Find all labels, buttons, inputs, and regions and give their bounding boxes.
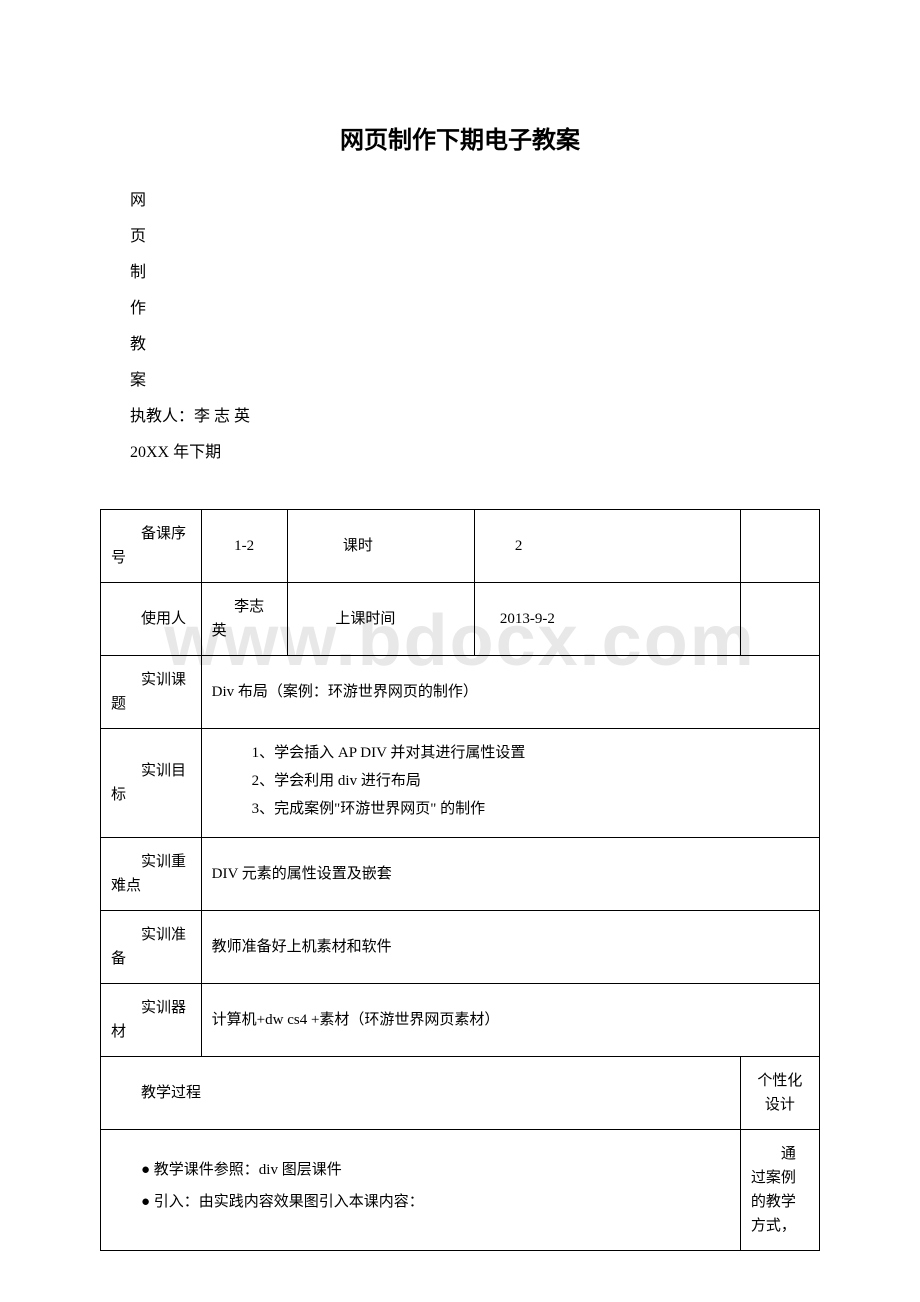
bullet-2: ● 引入：由实践内容效果图引入本课内容： bbox=[111, 1190, 730, 1214]
lesson-number-label: 备课序号 bbox=[101, 510, 202, 583]
teacher-line: 执教人：李 志 英 bbox=[130, 401, 820, 433]
goals-label: 实训目标 bbox=[101, 729, 202, 838]
empty-cell bbox=[740, 583, 819, 656]
table-row: ● 教学课件参照：div 图层课件 ● 引入：由实践内容效果图引入本课内容： 通… bbox=[101, 1130, 820, 1251]
preparation-value: 教师准备好上机素材和软件 bbox=[201, 911, 819, 984]
user-label: 使用人 bbox=[101, 583, 202, 656]
intro-block: 网 页 制 作 教 案 执教人：李 志 英 20XX 年下期 bbox=[130, 185, 820, 469]
intro-line-3: 作 bbox=[130, 293, 820, 325]
goal-3: 3、完成案例"环游世界网页" 的制作 bbox=[252, 797, 809, 821]
topic-value: Div 布局（案例：环游世界网页的制作） bbox=[201, 656, 819, 729]
notes-label: 个性化设计 bbox=[740, 1057, 819, 1130]
intro-line-1: 页 bbox=[130, 221, 820, 253]
class-hour-value: 2 bbox=[474, 510, 740, 583]
table-row: 使用人 李志英 上课时间 2013-9-2 bbox=[101, 583, 820, 656]
table-row: 实训重难点 DIV 元素的属性设置及嵌套 bbox=[101, 838, 820, 911]
class-hour-label: 课时 bbox=[287, 510, 474, 583]
topic-label: 实训课题 bbox=[101, 656, 202, 729]
table-row: 实训准备 教师准备好上机素材和软件 bbox=[101, 911, 820, 984]
process-label: 教学过程 bbox=[101, 1057, 741, 1130]
lesson-number-value: 1-2 bbox=[201, 510, 287, 583]
table-row: 实训课题 Div 布局（案例：环游世界网页的制作） bbox=[101, 656, 820, 729]
semester-line: 20XX 年下期 bbox=[130, 437, 820, 469]
bullet-1: ● 教学课件参照：div 图层课件 bbox=[111, 1158, 730, 1182]
process-content: ● 教学课件参照：div 图层课件 ● 引入：由实践内容效果图引入本课内容： bbox=[101, 1130, 741, 1251]
goal-2: 2、学会利用 div 进行布局 bbox=[252, 769, 809, 793]
notes-content: 通过案例的教学方式， bbox=[740, 1130, 819, 1251]
equipment-value: 计算机+dw cs4 +素材（环游世界网页素材） bbox=[201, 984, 819, 1057]
class-time-value: 2013-9-2 bbox=[474, 583, 740, 656]
intro-line-0: 网 bbox=[130, 185, 820, 217]
table-row: 教学过程 个性化设计 bbox=[101, 1057, 820, 1130]
intro-line-5: 案 bbox=[130, 365, 820, 397]
preparation-label: 实训准备 bbox=[101, 911, 202, 984]
table-row: 实训目标 1、学会插入 AP DIV 并对其进行属性设置 2、学会利用 div … bbox=[101, 729, 820, 838]
goal-1: 1、学会插入 AP DIV 并对其进行属性设置 bbox=[252, 741, 809, 765]
keypoints-label: 实训重难点 bbox=[101, 838, 202, 911]
table-row: 备课序号 1-2 课时 2 bbox=[101, 510, 820, 583]
keypoints-value: DIV 元素的属性设置及嵌套 bbox=[201, 838, 819, 911]
goals-value: 1、学会插入 AP DIV 并对其进行属性设置 2、学会利用 div 进行布局 … bbox=[201, 729, 819, 838]
user-value: 李志英 bbox=[201, 583, 287, 656]
table-row: 实训器材 计算机+dw cs4 +素材（环游世界网页素材） bbox=[101, 984, 820, 1057]
empty-cell bbox=[740, 510, 819, 583]
intro-line-4: 教 bbox=[130, 329, 820, 361]
document-title: 网页制作下期电子教案 bbox=[100, 120, 820, 155]
lesson-plan-table: 备课序号 1-2 课时 2 使用人 李志英 上课时间 2013-9-2 实训课题… bbox=[100, 509, 820, 1251]
class-time-label: 上课时间 bbox=[287, 583, 474, 656]
intro-line-2: 制 bbox=[130, 257, 820, 289]
equipment-label: 实训器材 bbox=[101, 984, 202, 1057]
